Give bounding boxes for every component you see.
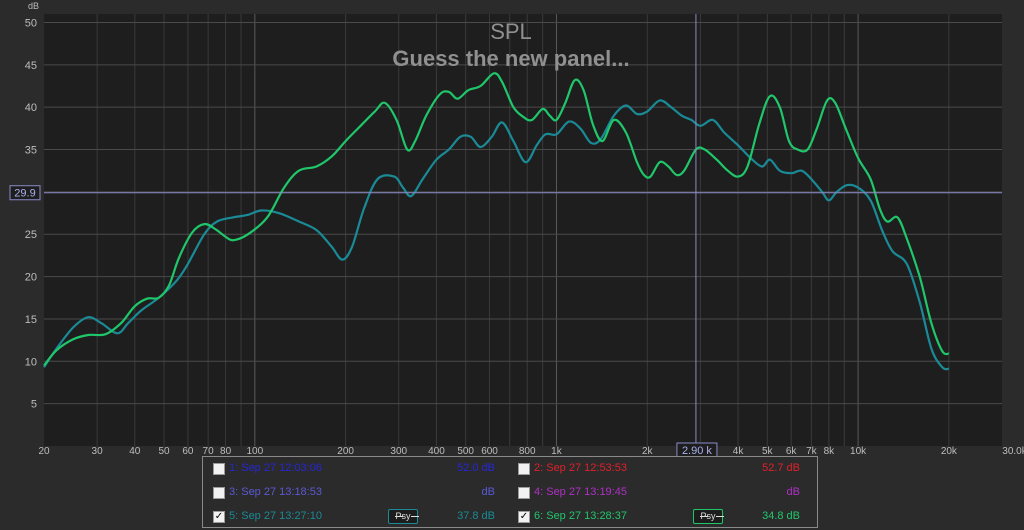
x-tick-label: 50 bbox=[158, 446, 170, 457]
x-tick-label: 40 bbox=[129, 446, 141, 457]
x-tick-label: 4k bbox=[733, 446, 745, 457]
x-axis-ticks: 20 30 40 50 60 70 80 100 200 300 400 500 600 800 1k 2k 4… bbox=[38, 446, 1024, 457]
legend-label: 2: Sep 27 12:53:53 bbox=[534, 462, 627, 474]
y-tick-label: 35 bbox=[25, 145, 37, 157]
legend-value: dB bbox=[786, 486, 800, 498]
legend-checkbox[interactable]: ✓ bbox=[518, 511, 530, 523]
psy-smoothing-badge[interactable]: Psy bbox=[693, 509, 724, 524]
y-tick-label: 20 bbox=[25, 272, 37, 284]
y-tick-label: 50 bbox=[25, 17, 37, 29]
y-axis-label: dB bbox=[28, 1, 39, 11]
legend-label: 5: Sep 27 13:27:10 bbox=[229, 510, 322, 522]
plot-area[interactable] bbox=[44, 14, 1002, 446]
legend-checkbox[interactable] bbox=[213, 487, 225, 499]
y-tick-label: 45 bbox=[25, 60, 37, 72]
series-layer bbox=[43, 72, 950, 371]
x-tick-label: 200 bbox=[337, 446, 354, 457]
x-tick-label: 500 bbox=[457, 446, 474, 457]
chart-subtitle: Guess the new panel... bbox=[392, 46, 629, 71]
legend-label: 4: Sep 27 13:19:45 bbox=[534, 486, 627, 498]
x-tick-label: 20 bbox=[38, 446, 50, 457]
x-tick-label: 7k bbox=[806, 446, 818, 457]
psy-smoothing-badge[interactable]: Psy bbox=[388, 509, 419, 524]
cursor-x-readout: 2.90 k bbox=[682, 445, 712, 457]
x-tick-label: 30.0k Hz bbox=[1002, 446, 1024, 457]
legend-checkbox[interactable] bbox=[518, 487, 530, 499]
legend-item[interactable]: ✓ 5: Sep 27 13:27:10 Psy 37.8 dB bbox=[213, 508, 503, 526]
x-tick-label: 80 bbox=[220, 446, 232, 457]
legend-item[interactable]: 2: Sep 27 12:53:53 52.7 dB bbox=[518, 460, 808, 478]
legend-value: 37.8 dB bbox=[457, 510, 495, 522]
legend-item[interactable]: 1: Sep 27 12:03:06 52.0 dB bbox=[213, 460, 503, 478]
x-tick-label: 5k bbox=[762, 446, 774, 457]
x-tick-label: 600 bbox=[481, 446, 498, 457]
x-tick-label: 400 bbox=[428, 446, 445, 457]
series-line-2 bbox=[43, 72, 950, 367]
y-tick-label: 10 bbox=[25, 356, 37, 368]
legend-item[interactable]: 4: Sep 27 13:19:45 dB bbox=[518, 484, 808, 502]
legend-checkbox[interactable] bbox=[213, 463, 225, 475]
legend-label: 6: Sep 27 13:28:37 bbox=[534, 510, 627, 522]
series-line-1 bbox=[43, 99, 950, 371]
legend-checkbox[interactable] bbox=[518, 463, 530, 475]
legend-panel: 1: Sep 27 12:03:06 52.0 dB 2: Sep 27 12:53… bbox=[202, 456, 818, 528]
x-tick-label: 6k bbox=[786, 446, 798, 457]
x-tick-label: 20k bbox=[941, 446, 958, 457]
x-tick-label: 2k bbox=[642, 446, 654, 457]
minor-gridlines bbox=[96, 14, 950, 446]
y-tick-label: 40 bbox=[25, 102, 37, 114]
y-tick-label: 5 bbox=[31, 399, 37, 411]
x-tick-label: 100 bbox=[246, 446, 263, 457]
x-tick-label: 1k bbox=[551, 446, 563, 457]
legend-label: 3: Sep 27 13:18:53 bbox=[229, 486, 322, 498]
legend-value: 52.7 dB bbox=[762, 462, 800, 474]
x-tick-label: 60 bbox=[182, 446, 194, 457]
x-tick-label: 300 bbox=[390, 446, 407, 457]
cursor-y-readout-box bbox=[9, 185, 41, 201]
x-tick-label: 30 bbox=[92, 446, 104, 457]
legend-label: 1: Sep 27 12:03:06 bbox=[229, 462, 322, 474]
legend-value: dB bbox=[481, 486, 495, 498]
x-tick-label: 800 bbox=[519, 446, 536, 457]
legend-item[interactable]: ✓ 6: Sep 27 13:28:37 Psy 34.8 dB bbox=[518, 508, 808, 526]
cursor[interactable]: 29.9 2.90 k bbox=[9, 14, 1002, 458]
y-tick-label: 15 bbox=[25, 314, 37, 326]
cursor-y-readout: 29.9 bbox=[14, 188, 35, 200]
legend-value: 52.0 dB bbox=[457, 462, 495, 474]
legend-checkbox[interactable]: ✓ bbox=[213, 511, 225, 523]
y-tick-label: 25 bbox=[25, 229, 37, 241]
legend-value: 34.8 dB bbox=[762, 510, 800, 522]
legend-item[interactable]: 3: Sep 27 13:18:53 dB bbox=[213, 484, 503, 502]
chart-title: SPL bbox=[490, 19, 532, 44]
x-tick-label: 10k bbox=[850, 446, 867, 457]
x-tick-label: 70 bbox=[203, 446, 215, 457]
x-tick-label: 8k bbox=[824, 446, 836, 457]
